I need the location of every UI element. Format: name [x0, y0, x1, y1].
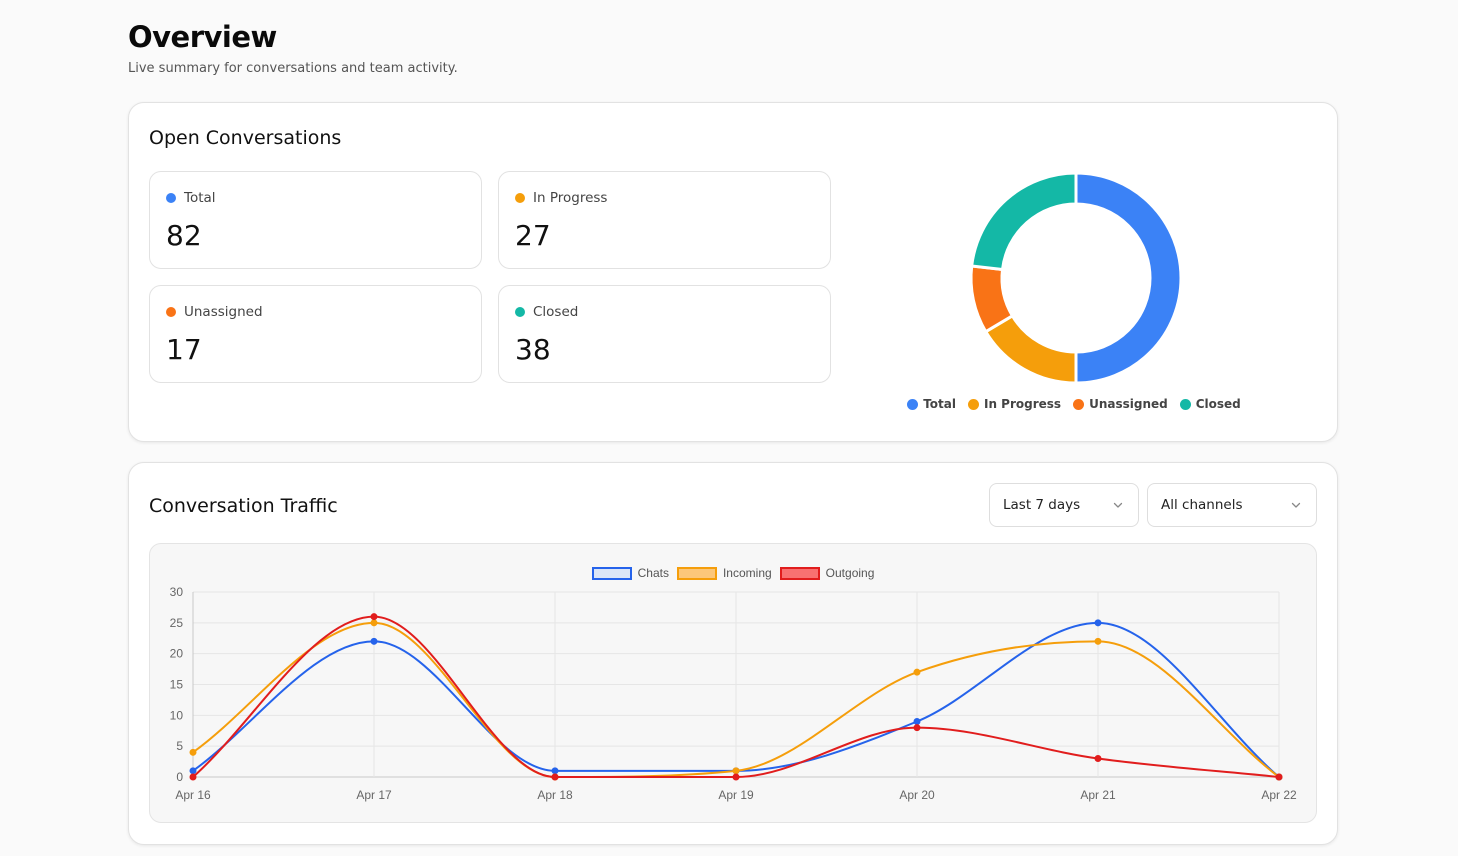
data-point-chats[interactable]	[1094, 619, 1102, 627]
legend-swatch-icon	[779, 566, 820, 580]
stat-value-in-progress: 27	[515, 219, 551, 252]
y-tick-label: 30	[170, 585, 184, 599]
legend-dot-icon	[1179, 398, 1191, 410]
data-point-chats[interactable]	[551, 767, 559, 775]
x-tick-label: Apr 18	[537, 788, 573, 802]
x-tick-label: Apr 19	[718, 788, 754, 802]
legend-label: Unassigned	[1089, 397, 1168, 411]
donut-legend: Total In Progress Unassigned Closed	[829, 397, 1319, 411]
legend-item-closed[interactable]: Closed	[1179, 397, 1241, 411]
legend-item-incoming[interactable]: Incoming	[676, 566, 772, 580]
status-dot-icon	[515, 307, 525, 317]
data-point-outgoing[interactable]	[913, 724, 921, 732]
data-point-outgoing[interactable]	[189, 773, 197, 781]
x-tick-label: Apr 22	[1261, 788, 1297, 802]
x-tick-label: Apr 20	[899, 788, 935, 802]
date-range-select[interactable]: Last 7 days	[989, 483, 1139, 527]
x-tick-label: Apr 17	[356, 788, 392, 802]
date-range-value: Last 7 days	[1003, 497, 1081, 513]
legend-label: Closed	[1195, 397, 1241, 411]
stat-label-total: Total	[184, 190, 216, 206]
data-point-incoming[interactable]	[370, 619, 378, 627]
status-dot-icon	[515, 193, 525, 203]
legend-swatch-icon	[591, 566, 632, 580]
traffic-chart-svg: 0 5 10 15 20 25 30 Apr 16 Apr 17 Apr 18 Apr 19 Apr …	[170, 585, 1297, 802]
data-point-outgoing[interactable]	[1275, 773, 1283, 781]
y-tick-label: 10	[170, 708, 184, 722]
chevron-down-icon	[1291, 502, 1301, 508]
x-tick-label: Apr 16	[175, 788, 211, 802]
y-tick-label: 0	[176, 770, 183, 784]
legend-dot-icon	[1073, 398, 1085, 410]
legend-swatch-icon	[676, 566, 717, 580]
chevron-down-icon	[1113, 502, 1123, 508]
donut-slice-total[interactable]	[1074, 171, 1183, 385]
channel-select[interactable]: All channels	[1147, 483, 1317, 527]
legend-label: Incoming	[722, 566, 772, 580]
legend-dot-icon	[907, 398, 919, 410]
data-point-incoming[interactable]	[1094, 637, 1102, 645]
legend-item-chats[interactable]: Chats	[591, 566, 669, 580]
legend-label: Chats	[637, 566, 669, 580]
legend-label: Outgoing	[825, 566, 875, 580]
data-point-chats[interactable]	[370, 637, 378, 645]
legend-label: Total	[923, 397, 956, 411]
stat-label-in-progress: In Progress	[533, 190, 608, 206]
x-tick-label: Apr 21	[1080, 788, 1116, 802]
data-point-incoming[interactable]	[189, 748, 197, 756]
conversation-traffic-card: Conversation Traffic Last 7 days All cha…	[128, 462, 1338, 845]
stat-label-unassigned: Unassigned	[184, 304, 263, 320]
status-dot-icon	[166, 193, 176, 203]
open-conversations-title: Open Conversations	[149, 127, 342, 149]
y-tick-label: 25	[170, 616, 184, 630]
series-line-outgoing	[192, 615, 1280, 778]
data-point-outgoing[interactable]	[1094, 755, 1102, 762]
legend-item-outgoing[interactable]: Outgoing	[779, 566, 875, 580]
data-point-outgoing[interactable]	[370, 613, 378, 621]
traffic-chart-legend: Chats Incoming Outgoing	[150, 566, 1316, 580]
stat-value-unassigned: 17	[166, 333, 202, 366]
stat-value-total: 82	[166, 219, 202, 252]
y-tick-label: 15	[170, 678, 184, 692]
donut-chart[interactable]	[961, 163, 1191, 393]
y-tick-label: 5	[176, 739, 183, 753]
data-point-incoming[interactable]	[913, 668, 921, 676]
donut-chart-svg	[969, 171, 1183, 385]
legend-item-unassigned[interactable]: Unassigned	[1073, 397, 1168, 411]
status-dot-icon	[166, 307, 176, 317]
stat-label-closed: Closed	[533, 304, 579, 320]
stat-card-total[interactable]: Total 82	[149, 171, 482, 269]
open-conversations-card: Open Conversations Total 82 In Progress …	[128, 102, 1338, 442]
stat-value-closed: 38	[515, 333, 551, 366]
page-title: Overview	[128, 20, 277, 54]
data-point-chats[interactable]	[189, 767, 197, 775]
legend-item-total[interactable]: Total	[907, 397, 956, 411]
y-tick-label: 20	[170, 647, 184, 661]
stat-card-in-progress[interactable]: In Progress 27	[498, 171, 831, 269]
legend-label: In Progress	[984, 397, 1062, 411]
traffic-chart: Chats Incoming Outgoing 0 5 10 15 20 25 30 Apr …	[149, 543, 1317, 823]
legend-dot-icon	[968, 398, 979, 410]
data-point-incoming[interactable]	[732, 767, 740, 775]
data-point-chats[interactable]	[913, 718, 921, 725]
conversation-traffic-title: Conversation Traffic	[149, 495, 338, 517]
page-subtitle: Live summary for conversations and team …	[128, 61, 458, 76]
legend-item-in-progress[interactable]: In Progress	[968, 397, 1061, 411]
donut-slice-closed[interactable]	[970, 171, 1078, 272]
donut-slice-in-progress[interactable]	[983, 313, 1078, 385]
data-point-outgoing[interactable]	[732, 773, 740, 781]
channel-value: All channels	[1161, 497, 1243, 513]
data-point-outgoing[interactable]	[551, 773, 559, 781]
stat-card-unassigned[interactable]: Unassigned 17	[149, 285, 482, 383]
stat-card-closed[interactable]: Closed 38	[498, 285, 831, 383]
